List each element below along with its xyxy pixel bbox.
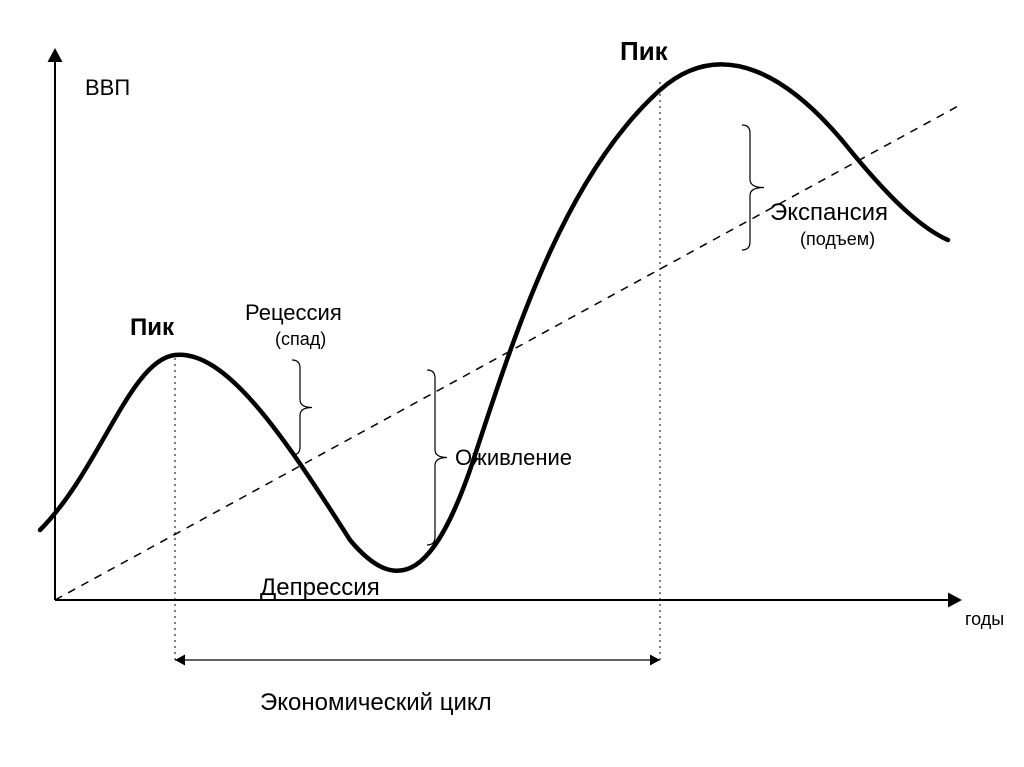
label-recovery: Оживление	[455, 445, 572, 470]
y-axis-label: ВВП	[85, 75, 130, 100]
label-peak1: Пик	[130, 314, 175, 341]
label-recession-sub: (спад)	[275, 329, 326, 349]
background	[0, 0, 1024, 767]
x-axis-label: годы	[965, 609, 1004, 629]
label-peak2: Пик	[620, 36, 669, 66]
cycle-span-label: Экономический цикл	[260, 689, 492, 716]
label-depression: Депрессия	[260, 574, 380, 601]
label-expansion: Экспансия	[770, 199, 888, 226]
label-recession: Рецессия	[245, 300, 342, 325]
label-expansion-sub: (подъем)	[800, 229, 875, 249]
